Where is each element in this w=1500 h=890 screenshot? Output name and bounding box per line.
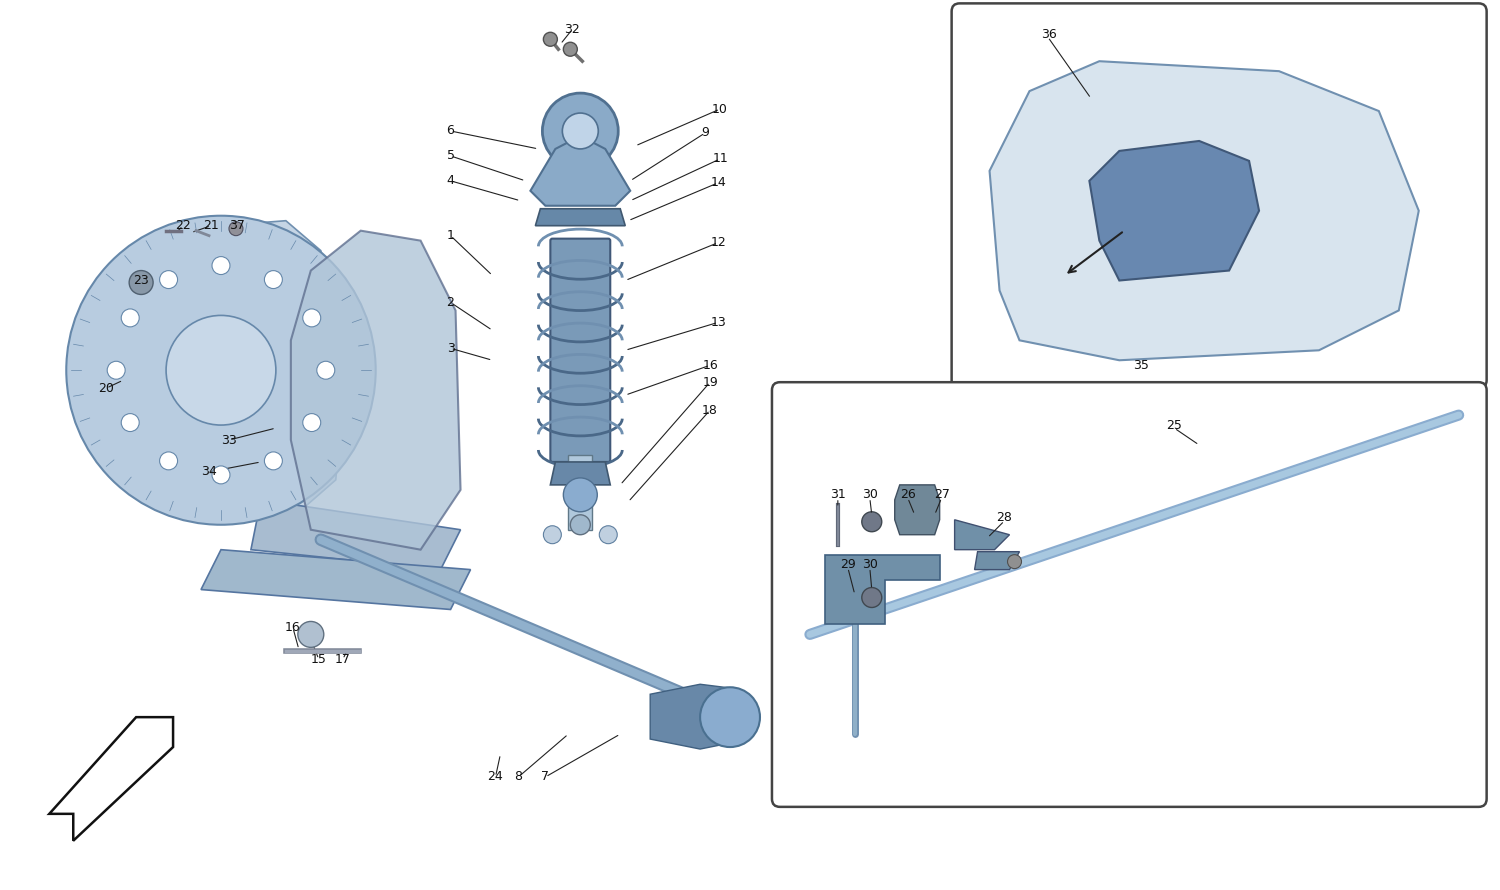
Text: 15: 15 (310, 653, 327, 666)
Circle shape (264, 271, 282, 288)
Circle shape (303, 309, 321, 327)
Text: 25: 25 (1167, 418, 1182, 432)
FancyBboxPatch shape (951, 4, 1486, 388)
Circle shape (564, 42, 578, 56)
Text: 18: 18 (702, 403, 718, 417)
Polygon shape (536, 209, 626, 226)
Text: 34: 34 (201, 465, 217, 479)
Text: 2: 2 (447, 296, 454, 309)
Polygon shape (1089, 141, 1258, 280)
Circle shape (862, 587, 882, 608)
Circle shape (543, 93, 618, 169)
Text: 30: 30 (862, 558, 877, 571)
Text: 35: 35 (1134, 359, 1149, 372)
Polygon shape (291, 231, 460, 550)
Text: 31: 31 (830, 489, 846, 501)
Text: 9: 9 (700, 126, 709, 140)
Text: 17: 17 (334, 653, 351, 666)
Polygon shape (50, 717, 172, 841)
Text: 27: 27 (933, 489, 950, 501)
Circle shape (230, 222, 243, 236)
Circle shape (106, 361, 124, 379)
Circle shape (570, 514, 591, 535)
Circle shape (166, 315, 276, 425)
Polygon shape (954, 520, 1010, 550)
FancyBboxPatch shape (550, 239, 610, 462)
Text: 20: 20 (99, 382, 114, 394)
Text: 29: 29 (840, 558, 855, 571)
Text: 13: 13 (710, 316, 726, 329)
Text: 3: 3 (447, 342, 454, 355)
Text: 33: 33 (220, 433, 237, 447)
Text: 12: 12 (710, 236, 726, 249)
Text: 37: 37 (230, 219, 244, 232)
Text: 26: 26 (900, 489, 915, 501)
Text: 1: 1 (447, 229, 454, 242)
Polygon shape (650, 684, 750, 749)
Bar (568, 455, 592, 530)
Text: 5: 5 (447, 150, 454, 162)
Polygon shape (122, 221, 345, 514)
Circle shape (862, 512, 882, 531)
Circle shape (211, 466, 230, 484)
Text: 8: 8 (514, 771, 522, 783)
FancyBboxPatch shape (772, 382, 1486, 807)
Polygon shape (550, 462, 610, 485)
Circle shape (543, 526, 561, 544)
Polygon shape (251, 500, 460, 570)
Text: 14: 14 (710, 176, 726, 190)
Text: 36: 36 (1041, 28, 1058, 41)
Text: 11: 11 (712, 152, 728, 166)
Text: 30: 30 (862, 489, 877, 501)
Text: 7: 7 (542, 771, 549, 783)
Circle shape (129, 271, 153, 295)
Text: 19: 19 (702, 376, 718, 389)
Polygon shape (531, 136, 630, 206)
Text: 16: 16 (285, 621, 300, 634)
Circle shape (159, 452, 177, 470)
Polygon shape (894, 485, 939, 535)
Circle shape (303, 414, 321, 432)
Circle shape (159, 271, 177, 288)
Text: 21: 21 (202, 219, 219, 232)
Polygon shape (990, 61, 1419, 360)
Circle shape (564, 478, 597, 512)
Text: 32: 32 (564, 23, 580, 36)
Text: 22: 22 (176, 219, 190, 232)
Circle shape (211, 256, 230, 274)
Text: 23: 23 (134, 274, 148, 287)
Circle shape (66, 215, 375, 525)
Polygon shape (825, 554, 939, 625)
Polygon shape (201, 550, 471, 610)
Text: 16: 16 (702, 359, 718, 372)
Polygon shape (975, 552, 1020, 570)
Circle shape (122, 309, 140, 327)
Circle shape (600, 526, 616, 544)
Text: 24: 24 (488, 771, 504, 783)
Text: 6: 6 (447, 125, 454, 137)
Circle shape (1008, 554, 1022, 569)
Text: 4: 4 (447, 174, 454, 187)
Text: 28: 28 (996, 511, 1012, 524)
Text: 10: 10 (712, 102, 728, 116)
Circle shape (562, 113, 598, 149)
Circle shape (122, 414, 140, 432)
Circle shape (543, 32, 558, 46)
Circle shape (264, 452, 282, 470)
Circle shape (700, 687, 760, 747)
Circle shape (316, 361, 334, 379)
Circle shape (298, 621, 324, 647)
